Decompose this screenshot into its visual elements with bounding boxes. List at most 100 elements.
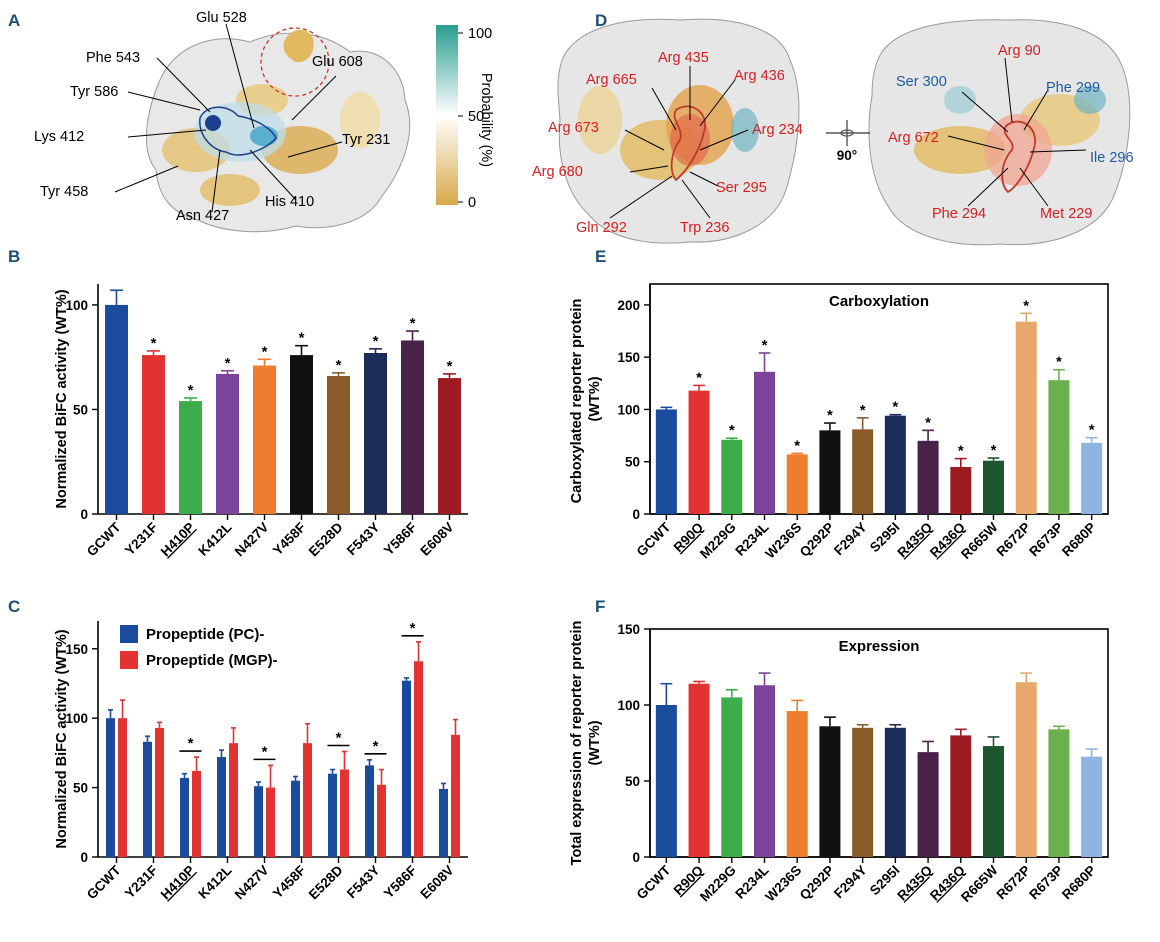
residue-label-arg-90: Arg 90 [998, 43, 1041, 59]
y-tick-label: 100 [65, 711, 88, 726]
bar-h410p-s0 [180, 777, 189, 857]
y-tick-label: 0 [632, 507, 640, 522]
residue-label-arg-665: Arg 665 [586, 72, 637, 88]
residue-leaders-a [114, 23, 343, 213]
x-tick-label-f294y: F294Y [831, 863, 870, 902]
panel-a-structure: Phe 543 Glu 528 Glu 608 Tyr 586 Lys 412 Tyr 2… [34, 10, 494, 233]
protein-protrusion-a [283, 29, 314, 63]
binding-groove-right [1001, 120, 1036, 194]
legend-label-0: Propeptide (PC)- [146, 626, 264, 643]
surface-patch [200, 174, 260, 206]
y-tick-label: 200 [617, 298, 640, 313]
legend-swatch-1 [120, 651, 138, 669]
residue-label-arg-234: Arg 234 [752, 122, 803, 138]
residue-label-trp-236: Trp 236 [680, 220, 729, 236]
x-tick-label-r673p: R673P [1026, 520, 1066, 560]
bar-k412l-s1 [229, 743, 238, 857]
x-tick-label-k412l: K412L [195, 863, 234, 902]
y-tick-label: 100 [617, 698, 640, 713]
bar-e528d [327, 376, 350, 514]
bar-f294y [852, 727, 874, 857]
bar-r665w [983, 460, 1004, 514]
bar-gcwt-s1 [118, 718, 127, 857]
bar-f294y [852, 429, 874, 514]
significance-star: * [762, 337, 768, 354]
residue-label-arg-435: Arg 435 [658, 50, 709, 66]
x-tick-label-y231f: Y231F [122, 863, 161, 902]
x-tick-label-gcwt: GCWT [634, 862, 674, 902]
x-tick-label-h410p: H410P [158, 520, 198, 560]
bar-r436q [950, 466, 972, 514]
bar-e608v-s0 [439, 788, 448, 857]
bar-y458f-s0 [291, 780, 300, 857]
residue-label-ser-295: Ser 295 [716, 180, 767, 196]
bar-r234l [754, 685, 775, 857]
y-tick-label: 50 [625, 774, 640, 789]
residue-label-phe-543: Phe 543 [86, 50, 140, 66]
x-tick-label-k412l: K412L [195, 520, 234, 559]
y-tick-label: 0 [632, 850, 640, 865]
surface-patch [670, 114, 710, 166]
residue-label-arg-680: Arg 680 [532, 164, 583, 180]
x-tick-label-r680p: R680P [1059, 863, 1099, 903]
x-tick-label-e528d: E528D [306, 519, 346, 559]
x-tick-label-e608v: E608V [417, 863, 456, 902]
x-tick-label-r665w: R665W [958, 519, 1001, 562]
y-tick-label: 150 [617, 350, 640, 365]
colorbar-tick-50: 50 [468, 109, 484, 125]
bar-r672p [1015, 682, 1037, 857]
bar-y458f [290, 355, 313, 514]
chart-title: Carboxylation [829, 293, 929, 310]
bar-s295i [884, 727, 906, 857]
chart-e: 0 50 100 150 200 Carboxylated reporter protei… [569, 283, 1109, 562]
significance-star: * [225, 355, 231, 372]
residue-label-phe-294: Phe 294 [932, 206, 986, 222]
x-tick-label-gcwt: GCWT [84, 519, 124, 559]
y-tick-label: 150 [617, 622, 640, 637]
significance-star: * [373, 333, 379, 350]
bar-r90q [688, 683, 710, 857]
significance-star: * [299, 330, 305, 347]
significance-star: * [373, 738, 379, 755]
significance-star: * [410, 315, 416, 332]
bar-e608v-s1 [451, 734, 460, 857]
residue-label-tyr-458: Tyr 458 [40, 184, 88, 200]
chart-title: Expression [839, 638, 920, 655]
x-tick-label-r673p: R673P [1026, 863, 1066, 903]
x-tick-label-e528d: E528D [306, 862, 346, 902]
bar-r234l [754, 371, 775, 514]
bar-gcwt [655, 409, 677, 514]
y-tick-label: 100 [617, 402, 640, 417]
x-tick-label-n427v: N427V [232, 520, 272, 560]
bar-gcwt [105, 304, 128, 514]
bar-r435q [917, 752, 939, 857]
colorbar [436, 25, 458, 205]
colorbar-tick-100: 100 [468, 26, 492, 42]
bar-r680p [1081, 442, 1103, 514]
surface-patch [340, 92, 380, 148]
colorbar-title: Probability (%) [478, 73, 494, 167]
bar-w236s [786, 454, 808, 514]
bar-e528d-s1 [340, 769, 349, 857]
residue-label-his-410: His 410 [265, 194, 314, 210]
bar-r672p [1015, 321, 1037, 514]
significance-star: * [794, 437, 800, 454]
x-tick-label-q292p: Q292P [797, 863, 837, 903]
residue-leaders-d [609, 57, 1087, 219]
surface-patch [944, 86, 976, 114]
residue-label-phe-299: Phe 299 [1046, 80, 1100, 96]
significance-star: * [696, 369, 702, 386]
x-tick-label-y458f: Y458F [270, 520, 309, 559]
bar-r435q [917, 440, 939, 514]
bar-y458f-s1 [303, 743, 312, 857]
significance-star: * [188, 382, 194, 399]
significance-star: * [410, 620, 416, 637]
x-tick-label-q292p: Q292P [797, 520, 837, 560]
residue-labels-a: Phe 543 Glu 528 Glu 608 Tyr 586 Lys 412 Tyr 2… [34, 10, 390, 224]
y-tick-label: 100 [65, 298, 88, 313]
significance-star: * [827, 407, 833, 424]
binding-outline [199, 106, 277, 156]
x-tick-label-w236s: W236S [762, 520, 804, 562]
significance-star: * [860, 402, 866, 419]
